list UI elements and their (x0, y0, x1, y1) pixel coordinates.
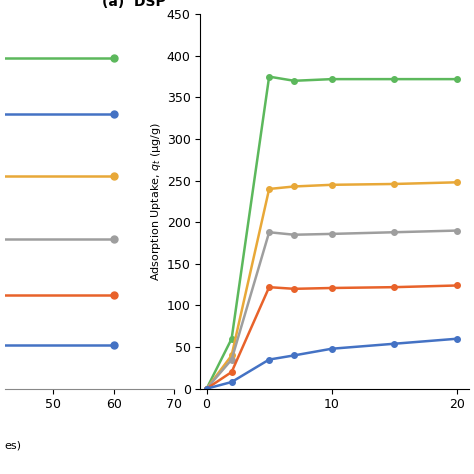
Y-axis label: Adsorption Uptake, $q_t$ (μg/g): Adsorption Uptake, $q_t$ (μg/g) (148, 122, 163, 281)
Text: es): es) (5, 440, 22, 450)
Text: (a)  DSP: (a) DSP (102, 0, 165, 9)
